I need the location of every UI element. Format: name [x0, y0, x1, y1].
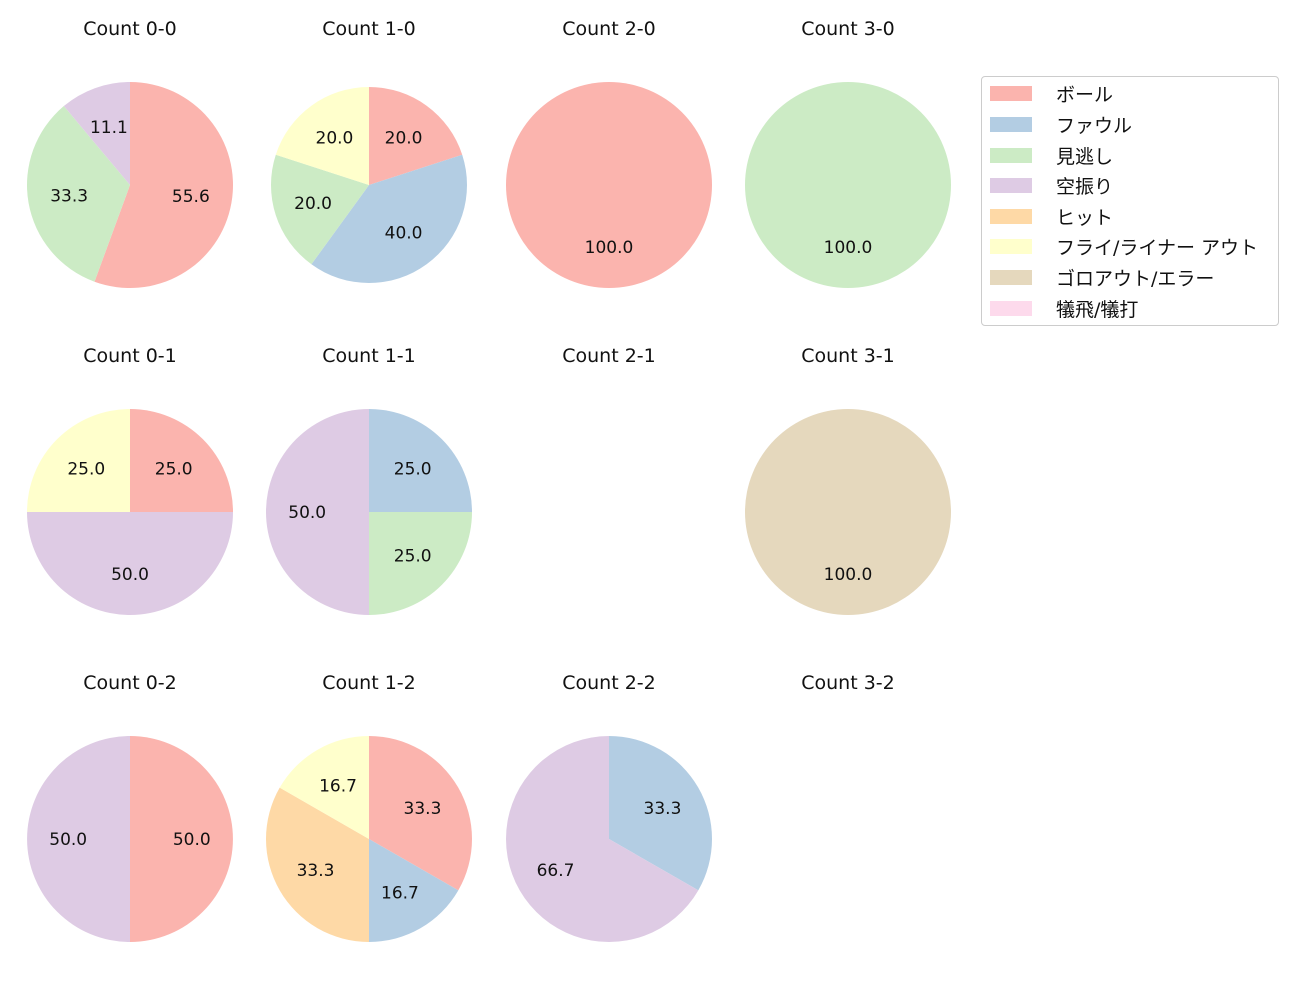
- slice-label: 16.7: [381, 883, 419, 903]
- legend-item-ball: ボール: [990, 83, 1113, 106]
- slice-label: 100.0: [824, 238, 873, 258]
- legend: ボール ファウル 見逃し 空振り ヒット フライ/ライナー アウト ゴロアウト/…: [981, 76, 1279, 326]
- pie-slice: [369, 736, 472, 891]
- pie-slice: [506, 736, 699, 943]
- pie-slice: [506, 82, 712, 288]
- slice-label: 33.3: [404, 799, 442, 819]
- slice-label: 25.0: [394, 459, 432, 479]
- legend-label: ゴロアウト/エラー: [1056, 267, 1215, 290]
- pie-slice: [311, 154, 467, 283]
- legend-swatch: [990, 269, 1032, 285]
- legend-item-sacrifice: 犠飛/犠打: [990, 298, 1138, 321]
- pie-slice: [745, 82, 951, 288]
- legend-label: 見逃し: [1056, 145, 1114, 168]
- pie-slice: [27, 512, 233, 615]
- slice-label: 50.0: [111, 565, 149, 585]
- pie-title: Count 2-2: [562, 672, 656, 694]
- pie-slice: [275, 87, 369, 185]
- pie-slice: [27, 409, 130, 512]
- slice-label: 50.0: [49, 830, 87, 850]
- slice-label: 20.0: [385, 128, 423, 148]
- pie-slice: [369, 839, 459, 942]
- pie-title: Count 1-0: [322, 18, 416, 40]
- pie-title: Count 0-0: [83, 18, 177, 40]
- pie-slice: [130, 736, 233, 942]
- legend-swatch: [990, 177, 1032, 193]
- pie-slice: [94, 82, 234, 289]
- legend-label: フライ/ライナー アウト: [1056, 236, 1259, 259]
- slice-label: 40.0: [385, 224, 423, 244]
- pie-slice: [369, 409, 472, 512]
- pie-title: Count 0-1: [83, 345, 177, 367]
- pie-title: Count 1-2: [322, 672, 416, 694]
- legend-item-fly-liner-out: フライ/ライナー アウト: [990, 236, 1258, 259]
- legend-swatch: [990, 238, 1032, 254]
- pie-title: Count 2-0: [562, 18, 656, 40]
- slice-label: 50.0: [288, 503, 326, 523]
- slice-label: 20.0: [294, 194, 332, 214]
- legend-swatch: [990, 208, 1032, 224]
- pie-slice: [271, 154, 369, 265]
- slice-label: 33.3: [644, 799, 682, 819]
- slice-label: 100.0: [824, 565, 873, 585]
- slice-label: 11.1: [90, 118, 128, 138]
- slice-label: 100.0: [585, 238, 634, 258]
- pie-title: Count 1-1: [322, 345, 416, 367]
- legend-item-hit: ヒット: [990, 206, 1113, 229]
- pie-slice: [63, 82, 130, 185]
- pie-title: Count 2-1: [562, 345, 656, 367]
- slice-label: 66.7: [537, 861, 575, 881]
- pie-slice: [279, 736, 369, 839]
- slice-label: 25.0: [155, 459, 193, 479]
- legend-label: ボール: [1056, 83, 1114, 106]
- pie-slice: [609, 736, 712, 891]
- slice-label: 55.6: [172, 187, 210, 207]
- slice-label: 25.0: [67, 459, 105, 479]
- pie-slice: [266, 787, 369, 942]
- pie-slice: [369, 87, 463, 185]
- legend-label: ファウル: [1056, 114, 1133, 137]
- legend-swatch: [990, 116, 1032, 132]
- pie-slice: [745, 409, 951, 615]
- slice-label: 33.3: [297, 861, 335, 881]
- slice-label: 50.0: [173, 830, 211, 850]
- pie-title: Count 3-2: [801, 672, 895, 694]
- slice-label: 33.3: [50, 187, 88, 207]
- legend-swatch: [990, 85, 1032, 101]
- legend-swatch: [990, 300, 1032, 316]
- pie-slice: [27, 736, 130, 942]
- pie-slice: [26, 106, 130, 282]
- pie-title: Count 3-1: [801, 345, 895, 367]
- legend-label: 空振り: [1056, 175, 1114, 198]
- pie-slice: [369, 512, 472, 615]
- legend-item-foul: ファウル: [990, 114, 1132, 137]
- pie-title: Count 3-0: [801, 18, 895, 40]
- pie-title: Count 0-2: [83, 672, 177, 694]
- slice-label: 20.0: [316, 128, 354, 148]
- legend-item-swinging-strike: 空振り: [990, 175, 1113, 198]
- legend-label: 犠飛/犠打: [1056, 298, 1139, 321]
- legend-label: ヒット: [1056, 206, 1114, 229]
- legend-item-grounder-error: ゴロアウト/エラー: [990, 267, 1214, 290]
- slice-label: 16.7: [319, 777, 357, 797]
- pie-slice: [130, 409, 233, 512]
- legend-item-called-strike: 見逃し: [990, 145, 1113, 168]
- slice-label: 25.0: [394, 547, 432, 567]
- pie-slice: [266, 409, 369, 615]
- legend-swatch: [990, 147, 1032, 163]
